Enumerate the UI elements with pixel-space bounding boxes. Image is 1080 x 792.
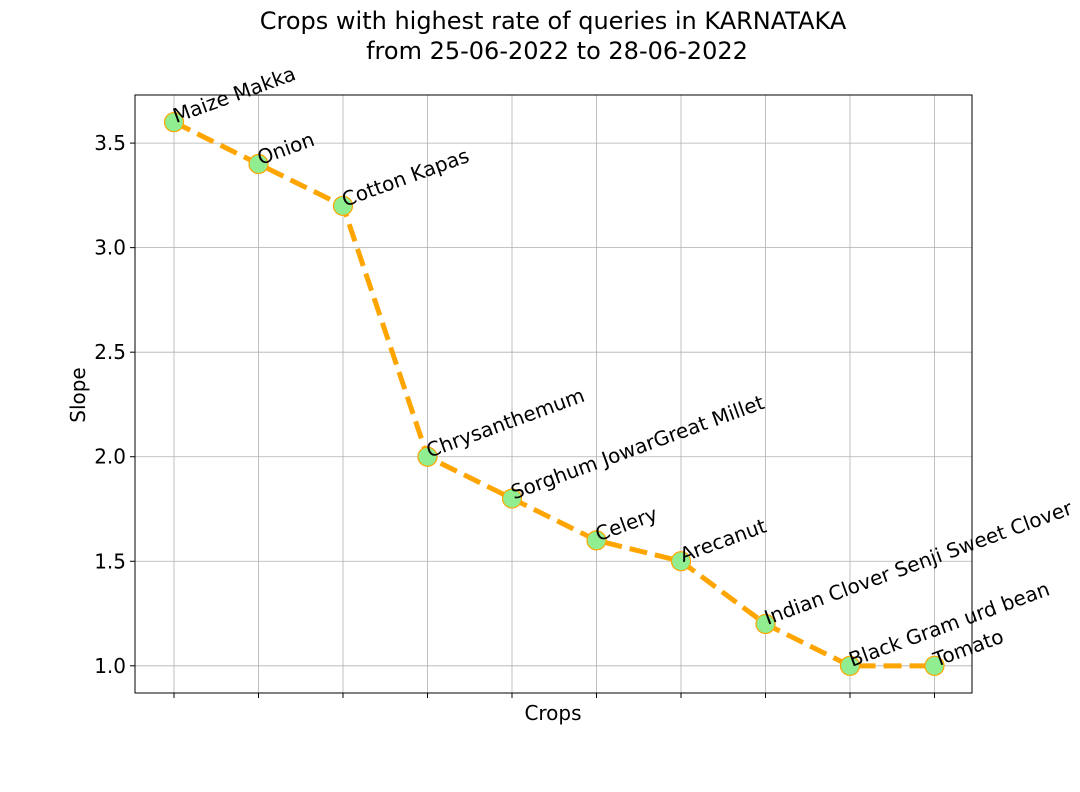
axes-frame (134, 94, 973, 694)
data-point (755, 613, 776, 635)
series-line (172, 119, 935, 669)
chart-title-line1: Crops with highest rate of queries in KA… (260, 7, 847, 35)
data-point (586, 530, 607, 551)
x-axis-label: Crops (524, 701, 581, 725)
ticks: 1.0 1.5 2.0 2.5 3.0 3.5 (94, 131, 935, 698)
data-point (163, 112, 185, 133)
data-point (248, 153, 269, 175)
data-point (501, 488, 523, 509)
data-point-label: Onion (254, 127, 318, 170)
y-tick-label: 3.5 (94, 131, 126, 155)
y-tick-label: 1.0 (94, 654, 126, 678)
y-tick-label: 1.5 (94, 549, 126, 573)
data-point (417, 446, 438, 467)
chart-title-line2: from 25-06-2022 to 28-06-2022 (366, 37, 748, 65)
y-tick-label: 2.5 (94, 340, 126, 364)
data-point-label: Arecanut (677, 514, 770, 567)
data-point-label: Cotton Kapas (339, 143, 473, 211)
y-tick-label: 2.0 (94, 445, 126, 469)
data-point (670, 551, 692, 572)
data-point-label: Celery (592, 501, 661, 546)
data-point (332, 195, 354, 216)
data-point (924, 655, 945, 676)
markers (163, 112, 945, 676)
data-point (839, 655, 861, 676)
data-point-label: Indian Clover Senji Sweet Clover (761, 495, 1076, 629)
y-tick-label: 3.0 (94, 236, 126, 260)
grid (135, 95, 972, 693)
data-point-label: Chrysanthemum (423, 383, 588, 463)
series-polyline (172, 119, 935, 669)
y-axis-label: Slope (66, 367, 90, 423)
